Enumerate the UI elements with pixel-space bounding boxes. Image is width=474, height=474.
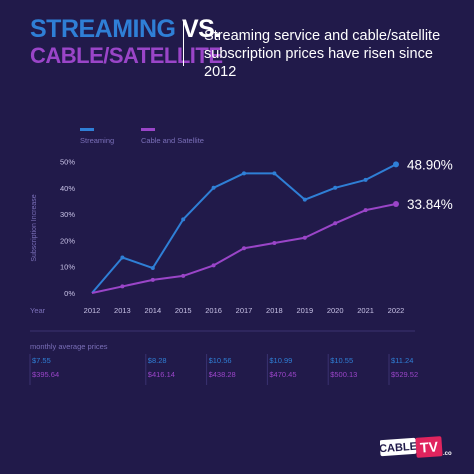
cable-price: $438.28: [209, 370, 236, 379]
title-vs: VS.: [181, 15, 221, 43]
x-tick-label: 2012: [84, 306, 101, 315]
data-point: [242, 171, 246, 176]
y-axis-label: Subscription Increase: [31, 194, 38, 261]
data-point: [363, 208, 368, 213]
axes: 0% 10% 20% 30% 40% 50% 2012 2013 2014 2015 2016 201…: [30, 158, 404, 316]
data-point: [211, 263, 216, 268]
x-tick-label: 2015: [175, 306, 192, 315]
streaming-price: $11.24: [391, 356, 413, 365]
cable-price: $529.52: [391, 370, 418, 379]
cabletv-logo: CABLE TV .com: [380, 436, 452, 458]
data-point: [120, 284, 125, 289]
cable-price: $416.14: [148, 370, 175, 379]
y-tick-label: 10%: [60, 263, 75, 272]
data-point: [272, 241, 277, 246]
y-tick-label: 20%: [60, 236, 75, 245]
data-point: [302, 235, 307, 240]
data-point: [150, 266, 155, 271]
x-axis-label: Year: [30, 306, 46, 315]
x-tick-label: 2018: [266, 306, 283, 315]
legend-label-0: Streaming: [80, 136, 114, 145]
series-line-0: [91, 163, 397, 294]
svg-text:CABLE: CABLE: [380, 441, 417, 456]
price-table: monthly average prices $7.55 $395.64 $8.28 $…: [29, 330, 418, 385]
data-point: [120, 255, 125, 260]
end-value-label-1: 33.84%: [407, 197, 453, 212]
streaming-price: $8.28: [148, 356, 167, 365]
cable-price: $500.13: [330, 370, 357, 379]
data-point: [363, 177, 368, 182]
x-tick-label: 2017: [236, 306, 253, 315]
streaming-price: $10.56: [209, 356, 232, 365]
legend-swatch-1: [141, 128, 155, 131]
legend: Streaming Cable and Satellite: [80, 128, 204, 145]
x-tick-label: 2020: [327, 306, 344, 315]
title-streaming: STREAMING: [30, 15, 176, 43]
legend-label-1: Cable and Satellite: [141, 136, 204, 145]
data-point: [333, 221, 338, 226]
y-tick-label: 40%: [60, 184, 75, 193]
x-tick-label: 2022: [388, 306, 405, 315]
data-point: [393, 201, 399, 208]
x-tick-label: 2016: [205, 306, 222, 315]
x-tick-label: 2014: [144, 306, 161, 315]
y-tick-label: 0%: [64, 289, 75, 298]
streaming-price: $7.55: [32, 356, 51, 365]
header-divider: [183, 20, 184, 66]
title-cable-satellite: CABLE/SATELLITE: [30, 43, 223, 68]
title-streaming-vs: STREAMING VS.: [30, 15, 221, 44]
series-lines: 48.90% 33.84%: [91, 157, 453, 294]
cable-price: $395.64: [32, 370, 59, 379]
chart-subtitle: Streaming service and cable/satellite su…: [204, 28, 441, 80]
y-tick-label: 30%: [60, 210, 75, 219]
cable-price: $470.45: [269, 370, 296, 379]
data-point: [242, 246, 246, 251]
x-tick-label: 2019: [296, 306, 313, 315]
streaming-price: $10.99: [269, 356, 292, 365]
svg-text:.com: .com: [443, 451, 452, 457]
legend-swatch-0: [80, 128, 94, 131]
data-point: [302, 197, 307, 202]
x-tick-label: 2021: [357, 306, 374, 315]
x-tick-label: 2013: [114, 306, 131, 315]
streaming-price: $10.55: [330, 356, 353, 365]
prices-label: monthly average prices: [30, 342, 108, 351]
data-point: [211, 185, 216, 190]
data-point: [272, 171, 277, 176]
data-point: [393, 161, 399, 168]
data-point: [181, 217, 186, 222]
data-point: [150, 277, 155, 282]
y-tick-label: 50%: [60, 158, 75, 167]
data-point: [181, 273, 186, 278]
end-value-label-0: 48.90%: [407, 157, 453, 172]
svg-text:TV: TV: [420, 438, 440, 455]
data-point: [333, 185, 338, 190]
